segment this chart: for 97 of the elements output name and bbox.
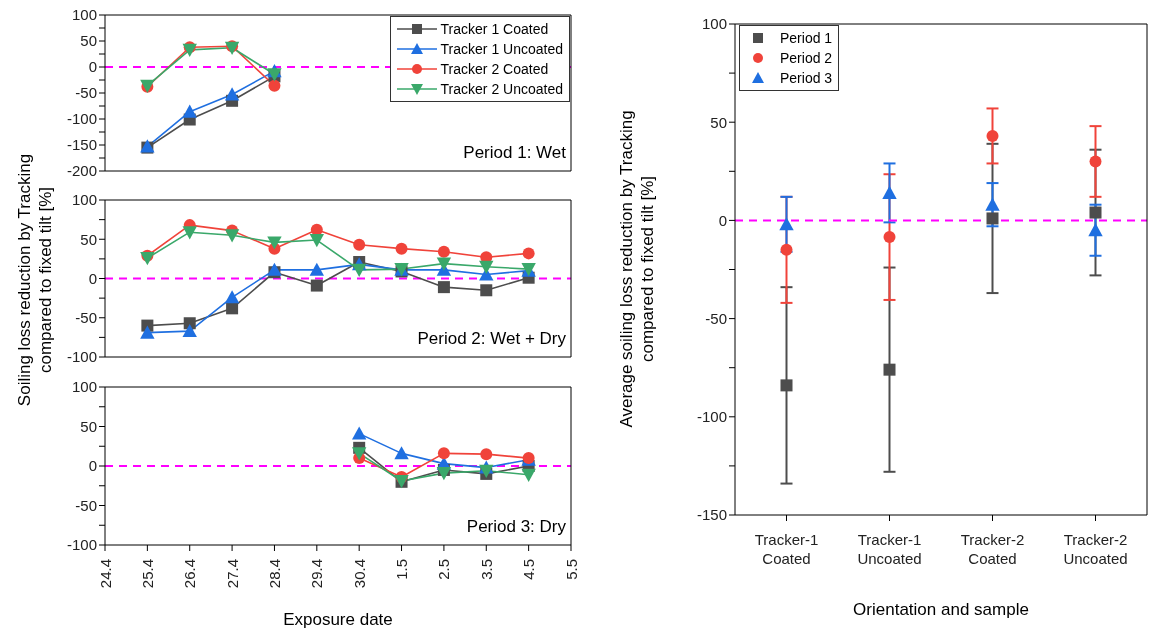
point bbox=[351, 263, 367, 278]
point bbox=[310, 279, 323, 292]
x-axis-title: Orientation and sample bbox=[853, 600, 1029, 619]
x-axis-title: Exposure date bbox=[283, 610, 393, 629]
point bbox=[522, 247, 535, 260]
point bbox=[986, 129, 999, 142]
y-tick-label: 100 bbox=[71, 6, 97, 24]
point bbox=[224, 229, 240, 243]
point bbox=[309, 262, 325, 276]
x-tick-label: 5.5 bbox=[562, 559, 580, 580]
legend-label: Tracker 2 Coated bbox=[440, 61, 549, 77]
point bbox=[479, 260, 494, 274]
point bbox=[309, 234, 325, 248]
y-tick-label: -50 bbox=[75, 84, 97, 102]
x-tick-label: 26.4 bbox=[181, 559, 199, 589]
point bbox=[1088, 223, 1103, 237]
point bbox=[267, 236, 282, 250]
x-tick-label: 29.4 bbox=[308, 559, 326, 589]
point bbox=[521, 468, 536, 482]
y-axis-title: Soiling loss reduction by Tracking compared to fixed tilt [%] bbox=[14, 152, 56, 409]
legend-label: Period 1 bbox=[780, 30, 833, 46]
point bbox=[182, 43, 197, 58]
y-tick-label: -50 bbox=[75, 496, 97, 514]
point bbox=[780, 243, 793, 256]
y-tick-label: 0 bbox=[88, 457, 97, 475]
y-tick-label: -50 bbox=[705, 309, 727, 327]
point bbox=[985, 197, 1000, 211]
point bbox=[480, 284, 493, 297]
legend-label: Tracker 1 Uncoated bbox=[440, 41, 563, 57]
x-tick-label: Tracker-2 Uncoated bbox=[1063, 531, 1128, 567]
point bbox=[883, 363, 896, 376]
point bbox=[268, 79, 281, 92]
point bbox=[182, 323, 197, 338]
y-tick-label: -150 bbox=[66, 136, 97, 154]
x-tick-label: Tracker-1 Uncoated bbox=[857, 531, 922, 567]
x-tick-label: 1.5 bbox=[393, 559, 411, 580]
y-tick-label: 100 bbox=[71, 378, 97, 396]
y-tick-label: -200 bbox=[66, 162, 97, 180]
x-tick-label: 27.4 bbox=[223, 559, 241, 589]
y-tick-label: 100 bbox=[701, 15, 727, 33]
point bbox=[394, 446, 409, 460]
x-tick-label: 4.5 bbox=[520, 559, 538, 580]
point bbox=[436, 257, 452, 271]
point bbox=[883, 231, 896, 244]
point bbox=[779, 217, 794, 231]
point bbox=[351, 426, 367, 440]
y-tick-label: 0 bbox=[88, 269, 97, 287]
legend-label: Tracker 2 Uncoated bbox=[440, 81, 563, 97]
point bbox=[436, 467, 452, 481]
point bbox=[437, 245, 450, 258]
point bbox=[437, 281, 450, 294]
point bbox=[140, 252, 155, 266]
point bbox=[1089, 155, 1102, 168]
point bbox=[224, 87, 240, 101]
y-tick-label: 50 bbox=[80, 230, 97, 248]
point bbox=[1089, 206, 1102, 219]
point bbox=[353, 238, 366, 251]
y-axis-title: Average soiling loss reduction by Tracking compared to fixed tilt [%] bbox=[616, 109, 658, 430]
x-tick-label: 3.5 bbox=[477, 559, 495, 580]
point bbox=[395, 242, 408, 255]
legend-label: Tracker 1 Coated bbox=[440, 21, 549, 37]
y-tick-label: -100 bbox=[66, 348, 97, 366]
point bbox=[182, 104, 197, 118]
point bbox=[182, 226, 197, 240]
legend-label: Period 3 bbox=[780, 70, 833, 86]
point bbox=[882, 185, 897, 199]
point bbox=[986, 212, 999, 225]
y-tick-label: -100 bbox=[66, 110, 97, 128]
y-tick-label: 50 bbox=[710, 113, 727, 131]
point bbox=[780, 379, 793, 392]
point bbox=[267, 262, 282, 276]
y-tick-label: -150 bbox=[696, 506, 727, 524]
annotation: Period 1: Wet bbox=[463, 143, 566, 163]
y-tick-label: 100 bbox=[71, 191, 97, 209]
point bbox=[351, 447, 367, 461]
y-tick-label: -100 bbox=[66, 536, 97, 554]
x-tick-label: 25.4 bbox=[138, 559, 156, 589]
point bbox=[140, 325, 155, 339]
x-tick-label: 2.5 bbox=[435, 559, 453, 580]
x-tick-label: Tracker-2 Coated bbox=[960, 531, 1025, 567]
point bbox=[226, 302, 239, 315]
annotation: Period 3: Dry bbox=[466, 517, 566, 537]
y-tick-label: 0 bbox=[88, 58, 97, 76]
y-tick-label: 50 bbox=[80, 417, 97, 435]
y-tick-label: -100 bbox=[696, 408, 727, 426]
point bbox=[437, 447, 450, 460]
point bbox=[480, 448, 493, 461]
x-tick-label: 24.4 bbox=[96, 559, 114, 589]
annotation: Period 2: Wet + Dry bbox=[417, 329, 566, 349]
point bbox=[224, 290, 240, 304]
y-tick-label: 50 bbox=[80, 32, 97, 50]
legend-label: Period 2 bbox=[780, 50, 833, 66]
y-tick-label: -50 bbox=[75, 309, 97, 327]
x-tick-label: 30.4 bbox=[350, 559, 368, 589]
x-tick-label: Tracker-1 Coated bbox=[754, 531, 819, 567]
x-tick-label: 28.4 bbox=[265, 559, 283, 589]
y-tick-label: 0 bbox=[718, 211, 727, 229]
